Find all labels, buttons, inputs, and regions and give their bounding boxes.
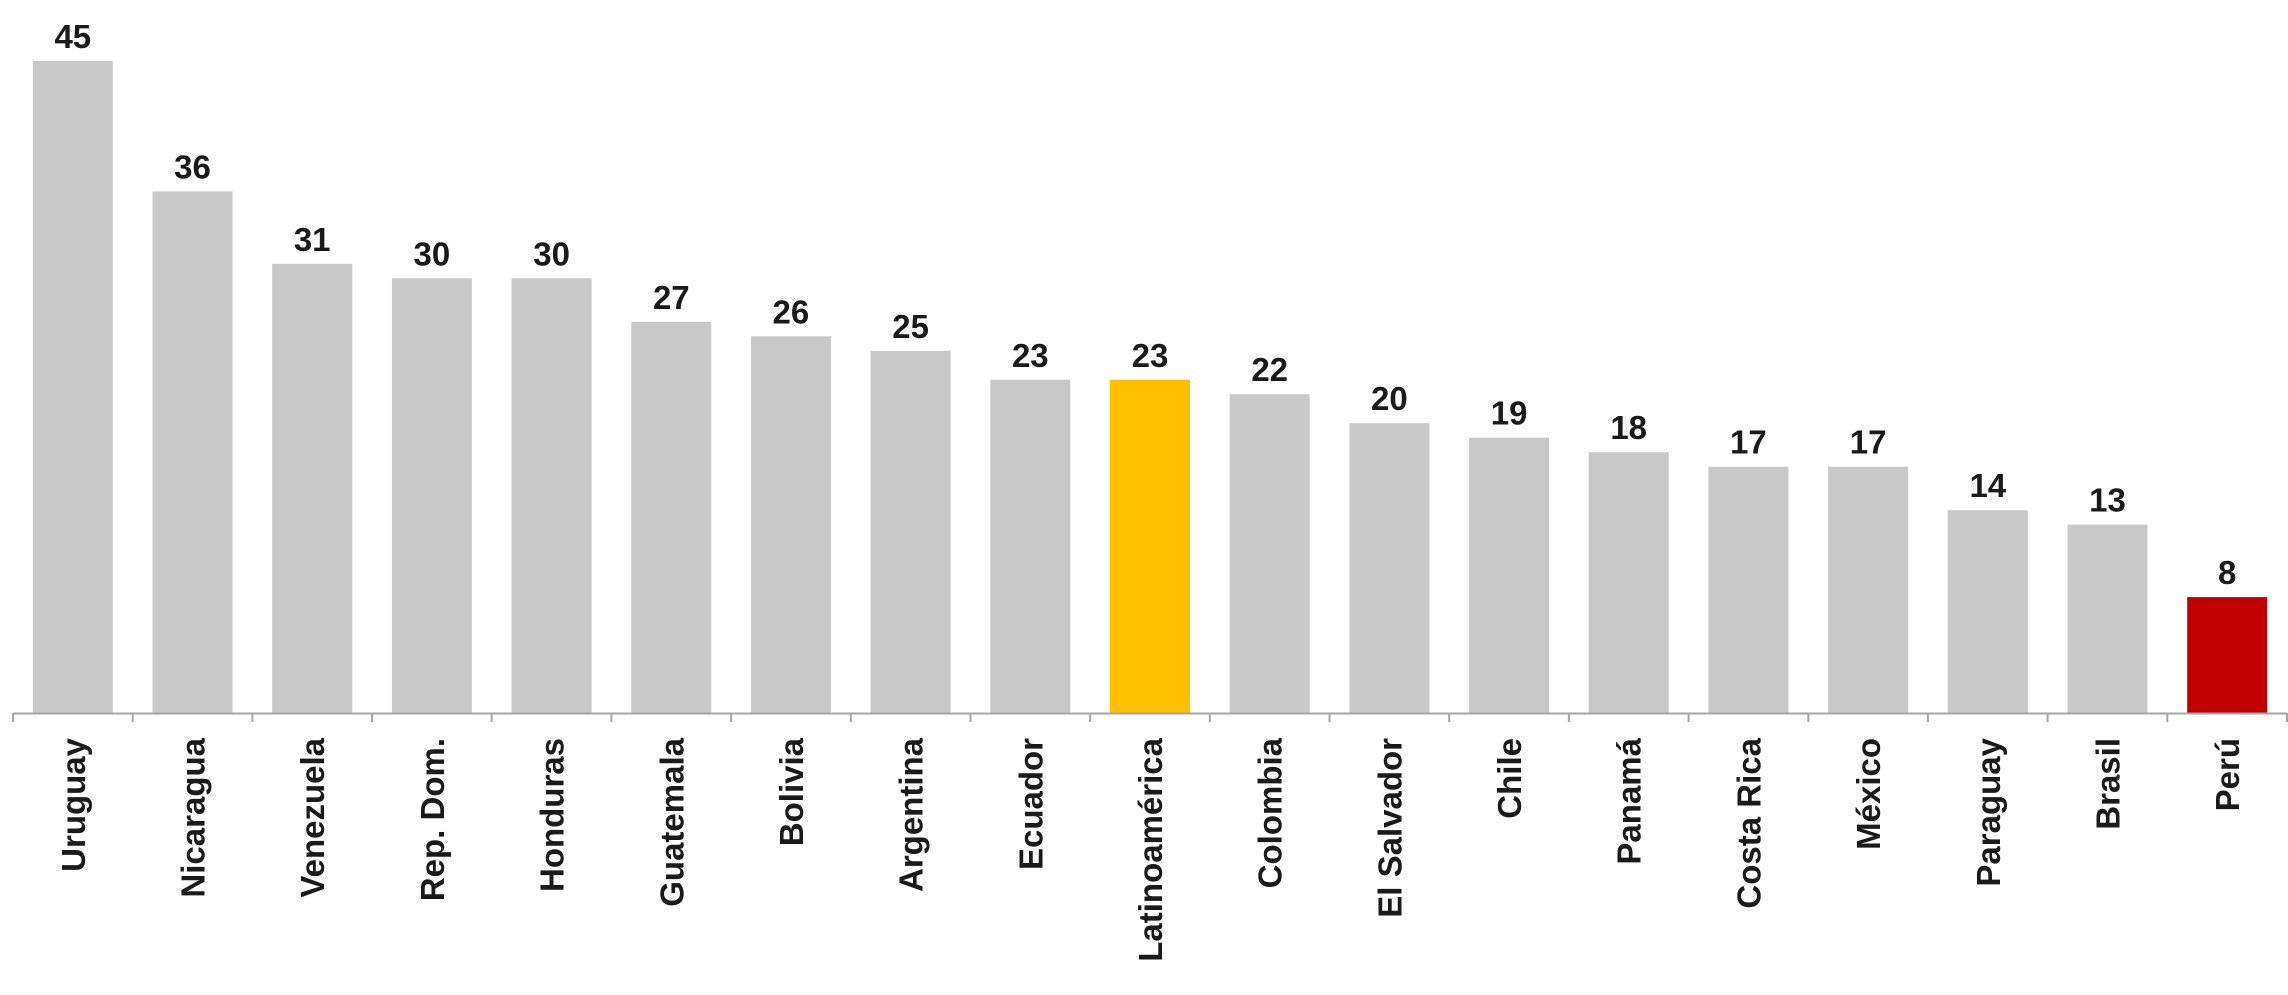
bar-costa-rica [1708,466,1789,713]
value-label-rep-dom: 30 [414,235,451,272]
category-label-nicaragua: Nicaragua [175,737,212,897]
value-label-honduras: 30 [533,235,570,272]
category-label-bolivia: Bolivia [773,737,810,846]
bar-mexico [1828,466,1909,713]
category-label-ecuador: Ecuador [1012,738,1049,870]
bar-brasil [2067,524,2148,713]
bar-peru [2187,597,2268,713]
value-label-ecuador: 23 [1012,337,1049,374]
bars-group [32,61,2268,713]
value-label-bolivia: 26 [773,293,810,330]
category-label-peru: Perú [2209,738,2246,811]
bar-bolivia [750,336,831,713]
bar-honduras [511,278,592,713]
value-labels-group: 45 36 31 30 30 27 26 25 23 23 22 20 19 18 17 17 14 13 8 [54,18,2236,591]
bar-chile [1469,437,1550,713]
category-label-honduras: Honduras [534,738,571,892]
value-label-paraguay: 14 [1969,467,2006,504]
value-label-argentina: 25 [892,308,929,345]
value-label-el-salvador: 20 [1371,380,1408,417]
category-label-rep-dom: Rep. Dom. [414,738,451,901]
category-label-panama: Panamá [1611,737,1648,864]
value-label-uruguay: 45 [54,18,91,55]
value-label-latinoamerica: 23 [1132,337,1169,374]
value-label-brasil: 13 [2089,482,2126,519]
category-label-latinoamerica: Latinoamérica [1132,737,1169,961]
value-label-peru: 8 [2218,554,2236,591]
bar-guatemala [631,321,712,713]
bar-ecuador [990,379,1071,713]
value-label-colombia: 22 [1251,351,1288,388]
value-label-chile: 19 [1491,395,1528,432]
category-label-guatemala: Guatemala [653,737,690,906]
bar-venezuela [272,263,353,713]
value-label-panama: 18 [1610,409,1647,446]
category-label-uruguay: Uruguay [55,737,92,872]
category-labels-group: Uruguay Nicaragua Venezuela Rep. Dom. Hondur… [55,737,2246,961]
category-label-venezuela: Venezuela [294,737,331,897]
category-label-paraguay: Paraguay [1970,737,2007,886]
value-label-mexico: 17 [1850,424,1887,461]
category-label-el-salvador: El Salvador [1371,738,1408,918]
value-label-venezuela: 31 [294,221,331,258]
bar-el-salvador [1349,423,1430,713]
value-label-guatemala: 27 [653,279,690,316]
bar-argentina [870,350,951,713]
bar-latinoamerica [1110,379,1190,713]
value-label-costa-rica: 17 [1730,424,1767,461]
value-label-nicaragua: 36 [174,148,211,185]
category-label-colombia: Colombia [1252,737,1289,888]
bar-rep-dom [391,278,472,713]
bar-paraguay [1947,510,2028,713]
bar-uruguay [32,61,113,713]
category-label-chile: Chile [1491,738,1528,819]
category-label-brasil: Brasil [2090,738,2127,830]
category-label-mexico: México [1850,738,1887,850]
x-axis [12,712,2288,722]
bar-panama [1588,452,1669,713]
category-label-costa-rica: Costa Rica [1730,737,1767,908]
bar-colombia [1229,394,1310,713]
bar-nicaragua [152,191,233,713]
category-label-argentina: Argentina [893,737,930,892]
